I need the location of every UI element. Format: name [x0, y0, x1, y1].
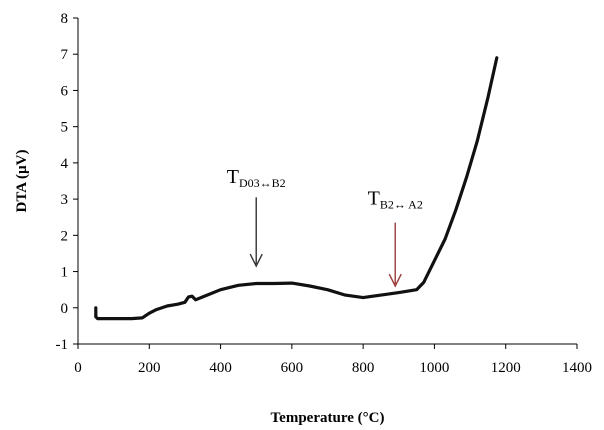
y-tick-label: -1	[56, 337, 69, 353]
annotation-label: TB2↔ A2	[368, 188, 423, 212]
annotation-label: TD03↔B2	[227, 166, 286, 190]
y-tick-label: 7	[61, 47, 69, 63]
x-tick-label: 200	[138, 360, 161, 376]
y-tick-label: 3	[61, 192, 69, 208]
x-tick-label: 1400	[562, 360, 592, 376]
x-axis-label: Temperature (°C)	[271, 410, 385, 426]
annotation-subscript: D03↔B2	[239, 176, 286, 190]
annotation-arrowhead	[388, 273, 402, 288]
x-tick-label: 400	[209, 360, 232, 376]
x-tick-label: 1000	[419, 360, 449, 376]
x-tick-label: 600	[281, 360, 304, 376]
y-tick-label: 1	[61, 265, 69, 281]
x-tick-label: 0	[74, 360, 82, 376]
y-tick-label: 4	[61, 156, 69, 172]
y-tick-label: 5	[61, 120, 69, 136]
x-axis-ticks: 0 200 400 600 800 1000 1200 1400	[74, 344, 592, 376]
y-tick-label: 6	[61, 83, 69, 99]
y-axis-ticks: -1 0 1 2 3 4 5 6 7 8	[56, 11, 78, 353]
annotation-subscript: B2↔ A2	[380, 198, 423, 212]
x-tick-label: 800	[352, 360, 375, 376]
annotation-main-symbol: T	[368, 188, 380, 210]
y-tick-label: 2	[61, 228, 69, 244]
y-axis-label: DTA (µV)	[14, 150, 30, 213]
annotation-main-symbol: T	[227, 166, 239, 188]
annotation-arrowhead	[249, 253, 263, 268]
y-tick-label: 0	[61, 301, 69, 317]
x-tick-label: 1200	[491, 360, 521, 376]
series-line-dta	[94, 56, 499, 321]
y-tick-label: 8	[61, 11, 69, 27]
